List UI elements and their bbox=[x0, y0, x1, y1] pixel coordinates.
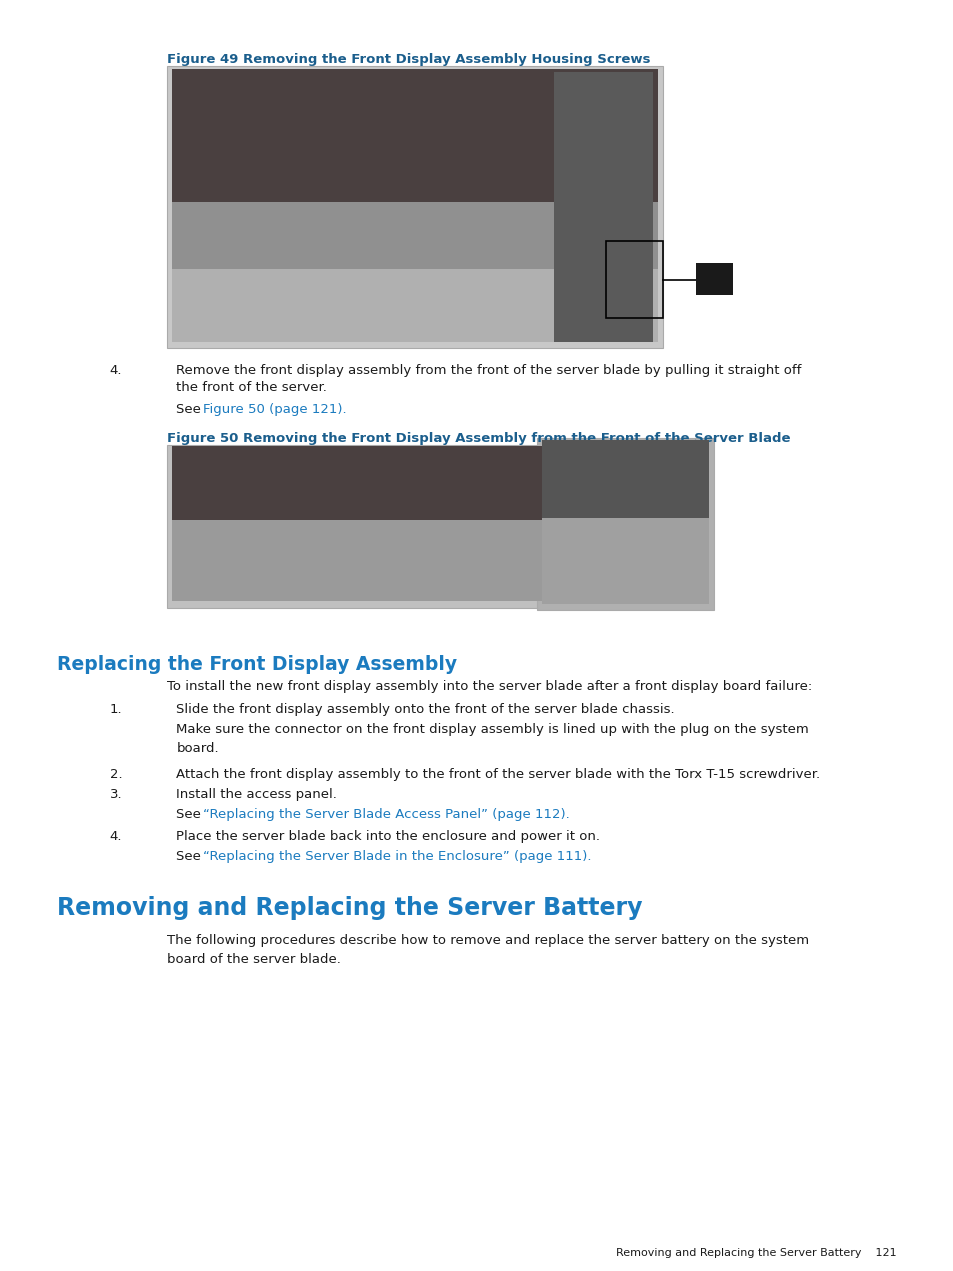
Text: board.: board. bbox=[176, 742, 219, 755]
Bar bbox=[537, 438, 713, 610]
Text: board of the server blade.: board of the server blade. bbox=[167, 953, 340, 966]
Text: 2.: 2. bbox=[110, 768, 122, 780]
Text: the front of the server.: the front of the server. bbox=[176, 381, 327, 394]
Text: 4.: 4. bbox=[110, 364, 122, 376]
Text: Install the access panel.: Install the access panel. bbox=[176, 788, 337, 801]
Bar bbox=[696, 263, 732, 295]
Text: 1.: 1. bbox=[110, 703, 122, 716]
Text: 4.: 4. bbox=[110, 830, 122, 843]
Bar bbox=[541, 440, 708, 524]
Bar bbox=[167, 445, 662, 608]
Bar bbox=[172, 520, 658, 601]
Bar bbox=[172, 446, 658, 526]
Text: Remove the front display assembly from the front of the server blade by pulling : Remove the front display assembly from t… bbox=[176, 364, 801, 376]
Bar bbox=[172, 69, 658, 202]
Bar bbox=[554, 72, 653, 342]
Text: “Replacing the Server Blade Access Panel” (page 112).: “Replacing the Server Blade Access Panel… bbox=[203, 808, 569, 821]
FancyBboxPatch shape bbox=[167, 66, 662, 348]
Text: To install the new front display assembly into the server blade after a front di: To install the new front display assembl… bbox=[167, 680, 811, 693]
Bar bbox=[172, 202, 658, 275]
Text: Replacing the Front Display Assembly: Replacing the Front Display Assembly bbox=[57, 655, 456, 674]
Text: See: See bbox=[176, 808, 206, 821]
Text: 3.: 3. bbox=[110, 788, 122, 801]
Text: “Replacing the Server Blade in the Enclosure” (page 111).: “Replacing the Server Blade in the Enclo… bbox=[203, 850, 591, 863]
Text: See: See bbox=[176, 403, 206, 416]
Text: Removing and Replacing the Server Battery    121: Removing and Replacing the Server Batter… bbox=[616, 1248, 896, 1258]
Text: Place the server blade back into the enclosure and power it on.: Place the server blade back into the enc… bbox=[176, 830, 599, 843]
Text: The following procedures describe how to remove and replace the server battery o: The following procedures describe how to… bbox=[167, 934, 808, 947]
Bar bbox=[541, 519, 708, 604]
Text: Slide the front display assembly onto the front of the server blade chassis.: Slide the front display assembly onto th… bbox=[176, 703, 675, 716]
Text: Figure 49 Removing the Front Display Assembly Housing Screws: Figure 49 Removing the Front Display Ass… bbox=[167, 53, 650, 66]
Text: 1: 1 bbox=[709, 271, 719, 285]
Bar bbox=[172, 268, 658, 342]
Text: Figure 50 Removing the Front Display Assembly from the Front of the Server Blade: Figure 50 Removing the Front Display Ass… bbox=[167, 432, 790, 445]
Text: Make sure the connector on the front display assembly is lined up with the plug : Make sure the connector on the front dis… bbox=[176, 723, 808, 736]
Text: Removing and Replacing the Server Battery: Removing and Replacing the Server Batter… bbox=[57, 896, 642, 920]
Text: Figure 50 (page 121).: Figure 50 (page 121). bbox=[203, 403, 347, 416]
Text: Attach the front display assembly to the front of the server blade with the Torx: Attach the front display assembly to the… bbox=[176, 768, 820, 780]
Text: See: See bbox=[176, 850, 206, 863]
